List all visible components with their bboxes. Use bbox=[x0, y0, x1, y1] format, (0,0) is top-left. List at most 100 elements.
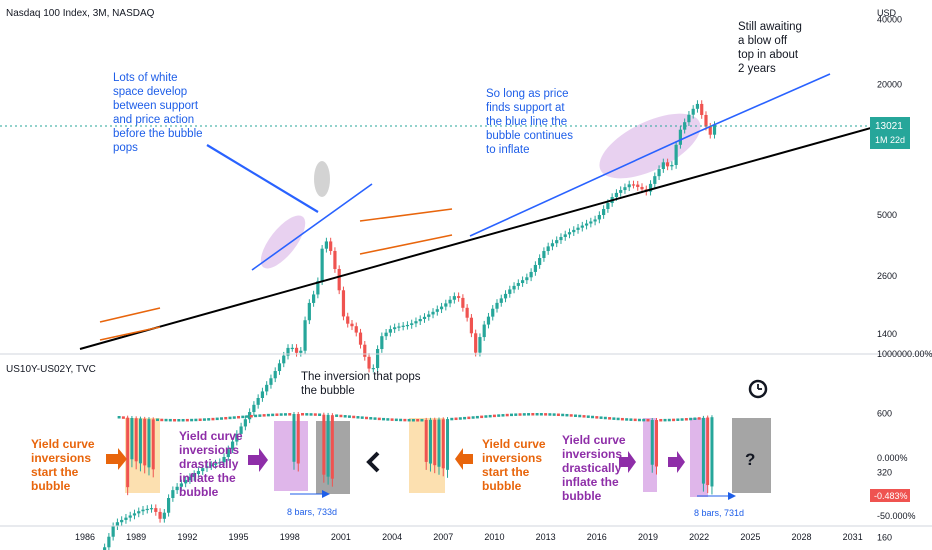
price-candle bbox=[171, 490, 175, 499]
price-candle bbox=[162, 512, 166, 519]
yield-candle bbox=[198, 418, 202, 422]
yield-candle bbox=[356, 416, 360, 419]
yield-candle bbox=[620, 417, 624, 421]
price-candle bbox=[239, 426, 243, 434]
yield-candle bbox=[156, 418, 160, 422]
time-tick-label: 1992 bbox=[177, 532, 197, 542]
price-candle bbox=[252, 404, 256, 413]
price-candle bbox=[546, 246, 550, 252]
price-candle bbox=[111, 526, 115, 537]
price-candle bbox=[657, 169, 661, 177]
annotation-white-space-1: Lots of white bbox=[113, 72, 178, 84]
yield-candle bbox=[480, 415, 484, 419]
yield-candle bbox=[194, 418, 198, 422]
price-candle bbox=[405, 324, 410, 327]
annotation-inflate-a-1: Yield curve bbox=[179, 429, 243, 443]
price-candle bbox=[550, 243, 555, 247]
price-candle bbox=[452, 296, 456, 300]
yield-candle bbox=[667, 418, 671, 422]
channel-2003-lower bbox=[359, 234, 453, 255]
annotation-start-a-3: start the bbox=[31, 465, 79, 479]
price-candle bbox=[303, 320, 307, 351]
yield-candle bbox=[360, 416, 364, 419]
yield-candle bbox=[305, 413, 309, 416]
price-candle bbox=[674, 144, 678, 165]
annotation-inflate-a-3: drastically bbox=[179, 457, 239, 471]
yield-candle bbox=[254, 414, 258, 418]
price-candle bbox=[166, 498, 171, 513]
yield-candle bbox=[586, 415, 590, 418]
yield-candle bbox=[612, 417, 616, 420]
yield-candle bbox=[411, 418, 415, 422]
yield-candle bbox=[215, 417, 219, 421]
price-tick-label: 320 bbox=[877, 468, 892, 478]
yield-candle bbox=[296, 414, 300, 464]
time-tick-label: 2025 bbox=[740, 532, 760, 542]
price-candle bbox=[712, 125, 717, 135]
price-tick-label: 600 bbox=[877, 409, 892, 419]
yield-candle bbox=[535, 413, 539, 416]
yield-candle bbox=[475, 415, 479, 419]
annotation-white-space-6: pops bbox=[113, 142, 138, 154]
yield-candle bbox=[202, 418, 206, 421]
price-candle bbox=[687, 114, 691, 123]
price-candles bbox=[103, 100, 717, 550]
price-candle bbox=[367, 356, 371, 369]
price-candle bbox=[388, 329, 392, 333]
yield-candle bbox=[454, 417, 458, 421]
price-candle bbox=[393, 327, 397, 330]
price-candle bbox=[260, 391, 265, 398]
yield-candle bbox=[701, 417, 705, 484]
yield-candle bbox=[616, 417, 620, 421]
price-candle bbox=[256, 397, 260, 405]
price-candle bbox=[683, 122, 687, 130]
yield-candle bbox=[565, 413, 569, 417]
yield-candle bbox=[318, 413, 322, 416]
price-candle bbox=[286, 347, 290, 356]
yield-chart-title: US10Y-US02Y, TVC bbox=[6, 364, 96, 375]
annotation-blowoff-4: 2 years bbox=[738, 63, 776, 75]
yield-axis-bottom: -50.000% bbox=[877, 511, 916, 521]
yield-candle bbox=[637, 418, 641, 422]
time-tick-label: 1986 bbox=[75, 532, 95, 542]
yield-candle bbox=[522, 413, 526, 416]
yield-candle bbox=[471, 416, 475, 419]
price-candle bbox=[209, 464, 213, 467]
yield-candle bbox=[510, 413, 513, 417]
annotation-inflate-b-5: bubble bbox=[562, 489, 602, 503]
price-tick-label: 2600 bbox=[877, 271, 897, 281]
yield-candle bbox=[710, 417, 714, 487]
price-candle bbox=[589, 221, 593, 224]
yield-candle bbox=[249, 414, 253, 418]
price-lines bbox=[0, 73, 879, 350]
annotation-start-b-3: start the bbox=[482, 465, 530, 479]
yield-candle bbox=[514, 413, 518, 416]
yield-last-label: -0.483% bbox=[870, 489, 910, 502]
yield-candle bbox=[326, 414, 330, 477]
time-tick-label: 2028 bbox=[792, 532, 812, 542]
price-candle bbox=[631, 184, 636, 186]
price-candle bbox=[316, 281, 320, 295]
yield-candle bbox=[539, 413, 543, 416]
yield-candle bbox=[437, 419, 441, 467]
annotation-white-space-2: space develop bbox=[113, 86, 187, 98]
yield-candle bbox=[134, 418, 138, 462]
price-candle bbox=[248, 412, 252, 420]
price-candle bbox=[307, 302, 311, 321]
price-candle bbox=[337, 268, 341, 291]
yield-candle bbox=[569, 414, 573, 417]
yield-candle bbox=[655, 419, 659, 467]
price-axis-unit: USD bbox=[877, 8, 897, 18]
price-candle bbox=[179, 483, 183, 487]
annotation-blue-line-3: the blue line the bbox=[486, 116, 567, 128]
yield-candle bbox=[676, 418, 680, 421]
yield-candle bbox=[147, 419, 151, 468]
price-candle bbox=[265, 384, 269, 392]
price-candle bbox=[380, 336, 384, 350]
yield-candle bbox=[544, 413, 548, 416]
yield-candle bbox=[181, 418, 185, 422]
yield-candle bbox=[292, 414, 296, 462]
annotation-inflate-a-5: bubble bbox=[179, 485, 219, 499]
yield-candle bbox=[484, 415, 488, 418]
